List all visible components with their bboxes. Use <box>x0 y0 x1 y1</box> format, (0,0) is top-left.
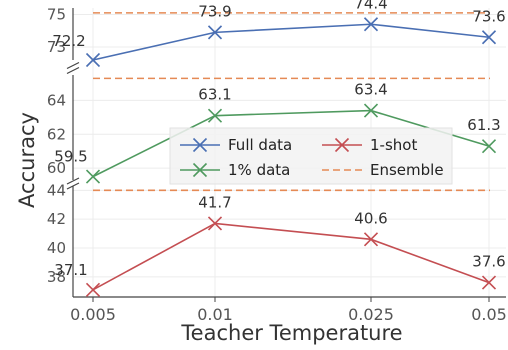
legend-marker <box>192 137 208 153</box>
point-1-data <box>207 108 223 123</box>
point-1-shot <box>481 275 497 290</box>
legend-marker <box>334 137 350 153</box>
y-axis-label: Accuracy <box>15 112 39 208</box>
y-tick-label: 42 <box>47 210 66 228</box>
axis-break-mark <box>66 177 80 185</box>
point-1-data <box>481 139 497 154</box>
point-1-shot <box>85 282 101 297</box>
y-tick-label: 44 <box>47 181 66 199</box>
point-full-data <box>85 52 101 68</box>
axes: 73 75 60 62 64 38 40 42 44 0.005 0.01 0.025 0.05 <box>47 6 507 325</box>
y-tick-label: 64 <box>47 91 66 109</box>
data-label: 40.6 <box>354 209 387 227</box>
data-label: 41.7 <box>198 193 231 211</box>
x-axis-label: Teacher Temperature <box>180 321 402 345</box>
y-tick-label: 75 <box>47 6 66 24</box>
point-1-shot <box>363 232 379 247</box>
y-tick-label: 60 <box>47 159 66 177</box>
y-tick-label: 40 <box>47 239 66 257</box>
y-tick-label: 73 <box>47 38 66 56</box>
legend-label: 1% data <box>228 161 290 179</box>
legend-box <box>169 127 453 185</box>
data-label: 63.1 <box>198 86 231 104</box>
data-label: 37.6 <box>472 253 505 271</box>
axis-break-mark <box>66 182 80 190</box>
legend-label: 1-shot <box>370 136 417 154</box>
data-label: 61.3 <box>467 116 500 134</box>
point-full-data <box>481 30 497 45</box>
point-full-data <box>363 17 379 32</box>
legend-marker <box>192 162 208 178</box>
data-label: 63.4 <box>354 81 387 99</box>
series-line-full-data <box>92 23 490 61</box>
legend-label: Full data <box>228 136 292 154</box>
x-tick-label: 0.01 <box>197 305 233 324</box>
data-label: 73.9 <box>198 2 231 20</box>
y-tick-label: 62 <box>47 125 66 143</box>
point-1-data <box>85 169 101 184</box>
legend: Full data 1-shot 1% data Ensemble <box>169 127 453 185</box>
data-labels: 72.2 73.9 74.4 73.6 59.5 63.1 63.4 61.3 37.1 41.7… <box>52 0 505 279</box>
data-label: 37.1 <box>54 261 87 279</box>
data-label: 72.2 <box>52 32 85 50</box>
x-tick-label: 0.025 <box>348 305 394 324</box>
point-1-shot <box>207 216 223 231</box>
axis-break-mark <box>66 61 80 70</box>
x-tick-label: 0.005 <box>70 305 116 324</box>
x-tick-label: 0.05 <box>471 305 507 324</box>
data-label: 74.4 <box>354 0 387 12</box>
grid <box>73 8 506 297</box>
legend-label: Ensemble <box>370 161 444 179</box>
point-1-data <box>363 103 379 118</box>
data-label: 73.6 <box>472 7 505 25</box>
series-line-1-shot <box>92 222 490 291</box>
point-full-data <box>207 25 223 40</box>
axis-break-mark <box>66 66 80 75</box>
y-tick-label: 38 <box>47 268 66 286</box>
data-label: 59.5 <box>54 148 87 166</box>
